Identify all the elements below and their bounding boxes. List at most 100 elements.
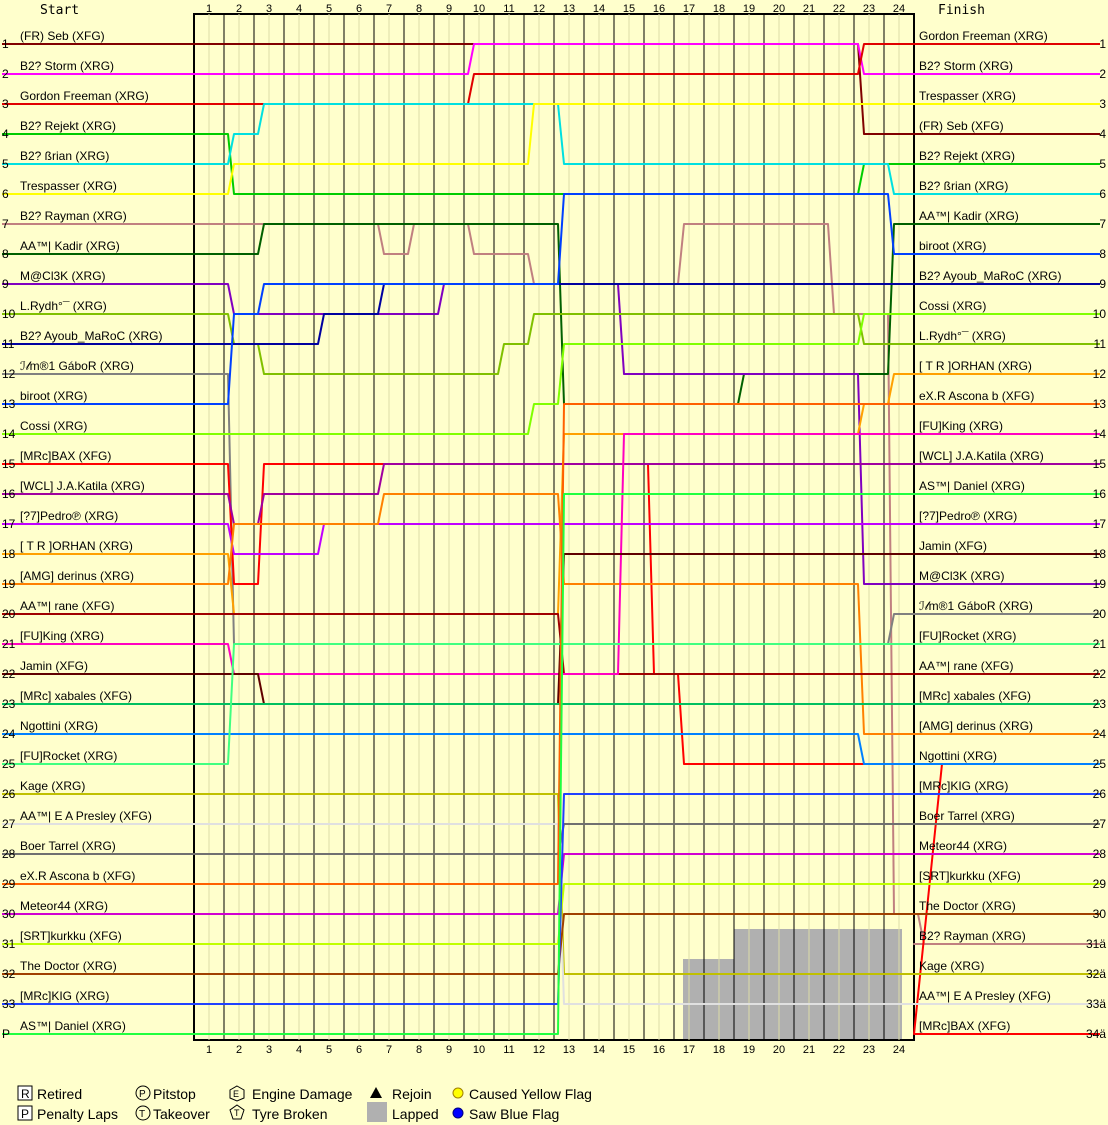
svg-text:Lapped: Lapped bbox=[392, 1106, 439, 1122]
lap-number-bottom: 15 bbox=[623, 1044, 635, 1056]
lap-number-top: 15 bbox=[623, 3, 635, 15]
start-driver-label: Trespasser (XRG) bbox=[20, 179, 117, 193]
start-driver-label: Ngottini (XRG) bbox=[20, 719, 98, 733]
start-driver-label: [MRc] xabales (XFG) bbox=[20, 689, 132, 703]
legend-penalty: P Penalty Laps bbox=[17, 1105, 118, 1122]
lap-number-top: 1 bbox=[206, 3, 212, 15]
lap-number-bottom: 8 bbox=[416, 1044, 422, 1056]
start-position-number: 15 bbox=[2, 457, 16, 471]
finish-position-number: 5 bbox=[1099, 157, 1106, 171]
lapped-regions bbox=[683, 929, 902, 1040]
finish-driver-label: B2? ßrian (XRG) bbox=[919, 179, 1008, 193]
svg-text:Saw Blue Flag: Saw Blue Flag bbox=[469, 1106, 559, 1122]
start-position-number: 26 bbox=[2, 787, 16, 801]
lap-number-bottom: 12 bbox=[533, 1044, 545, 1056]
finish-position-number: 17 bbox=[1093, 517, 1107, 531]
finish-position-number: 30 bbox=[1093, 907, 1107, 921]
start-driver-label: B2? Storm (XRG) bbox=[20, 59, 114, 73]
finish-driver-label: [MRc]BAX (XFG) bbox=[919, 1019, 1010, 1033]
finish-driver-label: AS™| Daniel (XRG) bbox=[919, 479, 1025, 493]
finish-position-number: 23 bbox=[1093, 697, 1107, 711]
position-lines bbox=[2, 43, 1100, 1035]
lap-number-bottom: 9 bbox=[446, 1044, 452, 1056]
lap-number-bottom: 16 bbox=[653, 1044, 665, 1056]
lap-number-bottom: 10 bbox=[473, 1044, 485, 1056]
start-position-number: 21 bbox=[2, 637, 16, 651]
lap-number-bottom: 20 bbox=[773, 1044, 785, 1056]
finish-position-number: 8 bbox=[1099, 247, 1106, 261]
lapped-region-1 bbox=[683, 959, 734, 1040]
series-line bbox=[2, 913, 1100, 975]
finish-driver-label: B2? Rejekt (XRG) bbox=[919, 149, 1015, 163]
start-position-number: 20 bbox=[2, 607, 16, 621]
start-position-number: 4 bbox=[2, 127, 9, 141]
finish-position-number: 20 bbox=[1093, 607, 1107, 621]
finish-position-number: 1 bbox=[1099, 37, 1106, 51]
start-position-number: P bbox=[2, 1027, 10, 1041]
start-driver-label: (FR) Seb (XFG) bbox=[20, 29, 105, 43]
series-line bbox=[2, 103, 1100, 195]
finish-driver-label: B2? Rayman (XRG) bbox=[919, 929, 1026, 943]
yellow-flag-icon bbox=[452, 1087, 464, 1099]
finish-position-number: 12 bbox=[1093, 367, 1107, 381]
series-line bbox=[2, 433, 1100, 675]
start-driver-label: Cossi (XRG) bbox=[20, 419, 87, 433]
start-position-number: 25 bbox=[2, 757, 16, 771]
finish-position-number: 21 bbox=[1093, 637, 1107, 651]
lap-number-top: 2 bbox=[236, 3, 242, 15]
finish-position-number: 11 bbox=[1094, 337, 1107, 351]
finish-position-number: 31ä bbox=[1086, 937, 1106, 951]
legend-pitstop: P Pitstop bbox=[135, 1085, 196, 1102]
start-driver-label: ℐ𝓁m®1 GáboR (XRG) bbox=[20, 359, 134, 373]
series-line bbox=[2, 853, 1100, 915]
lap-number-bottom: 17 bbox=[683, 1044, 695, 1056]
start-position-number: 19 bbox=[2, 577, 16, 591]
lap-number-top: 11 bbox=[503, 3, 514, 15]
start-driver-label: Jamin (XFG) bbox=[20, 659, 88, 673]
start-driver-label: B2? Rayman (XRG) bbox=[20, 209, 127, 223]
series-line bbox=[2, 283, 1100, 345]
start-driver-label: B2? ßrian (XRG) bbox=[20, 149, 109, 163]
lap-number-top: 6 bbox=[356, 3, 362, 15]
start-driver-label: AA™| Kadir (XRG) bbox=[20, 239, 120, 253]
engine-damage-icon bbox=[229, 1085, 245, 1102]
finish-driver-label: (FR) Seb (XFG) bbox=[919, 119, 1004, 133]
start-position-number: 32 bbox=[2, 967, 16, 981]
start-position-number: 18 bbox=[2, 547, 16, 561]
start-driver-label: Kage (XRG) bbox=[20, 779, 85, 793]
svg-text:Tyre Broken: Tyre Broken bbox=[252, 1106, 327, 1122]
series-line bbox=[2, 403, 1100, 885]
lap-number-top: 9 bbox=[446, 3, 452, 15]
lap-number-top: 7 bbox=[386, 3, 392, 15]
finish-position-number: 27 bbox=[1093, 817, 1107, 831]
start-position-number: 22 bbox=[2, 667, 16, 681]
start-driver-label: M@Cl3K (XRG) bbox=[20, 269, 106, 283]
finish-driver-label: eX.R Ascona b (XFG) bbox=[919, 389, 1034, 403]
start-driver-label: [FU]King (XRG) bbox=[20, 629, 104, 643]
lap-number-top: 23 bbox=[863, 3, 875, 15]
start-position-number: 29 bbox=[2, 877, 16, 891]
start-position-number: 16 bbox=[2, 487, 16, 501]
lap-number-bottom: 23 bbox=[863, 1044, 875, 1056]
start-driver-label: [MRc]BAX (XFG) bbox=[20, 449, 111, 463]
start-position-number: 9 bbox=[2, 277, 9, 291]
series-line bbox=[2, 103, 1100, 195]
finish-position-number: 18 bbox=[1093, 547, 1107, 561]
finish-driver-label: [WCL] J.A.Katila (XRG) bbox=[919, 449, 1044, 463]
start-driver-label: eX.R Ascona b (XFG) bbox=[20, 869, 135, 883]
legend-rejoin: Rejoin bbox=[370, 1086, 432, 1102]
start-header: Start bbox=[40, 3, 79, 18]
finish-driver-label: L.Rydh°¯ (XRG) bbox=[919, 329, 1006, 343]
lap-number-top: 12 bbox=[533, 3, 545, 15]
start-driver-label: [?7]Pedro℗ (XRG) bbox=[20, 509, 118, 523]
finish-driver-label: [AMG] derinus (XRG) bbox=[919, 719, 1033, 733]
finish-driver-label: Trespasser (XRG) bbox=[919, 89, 1016, 103]
lap-number-bottom: 14 bbox=[593, 1044, 605, 1056]
start-position-number: 10 bbox=[2, 307, 16, 321]
lap-number-top: 24 bbox=[893, 3, 905, 15]
start-driver-label: [WCL] J.A.Katila (XRG) bbox=[20, 479, 145, 493]
lap-number-bottom: 18 bbox=[713, 1044, 725, 1056]
finish-driver-label: [FU]King (XRG) bbox=[919, 419, 1003, 433]
start-labels: 1234567891011121314151617181920212223242… bbox=[2, 29, 163, 1041]
